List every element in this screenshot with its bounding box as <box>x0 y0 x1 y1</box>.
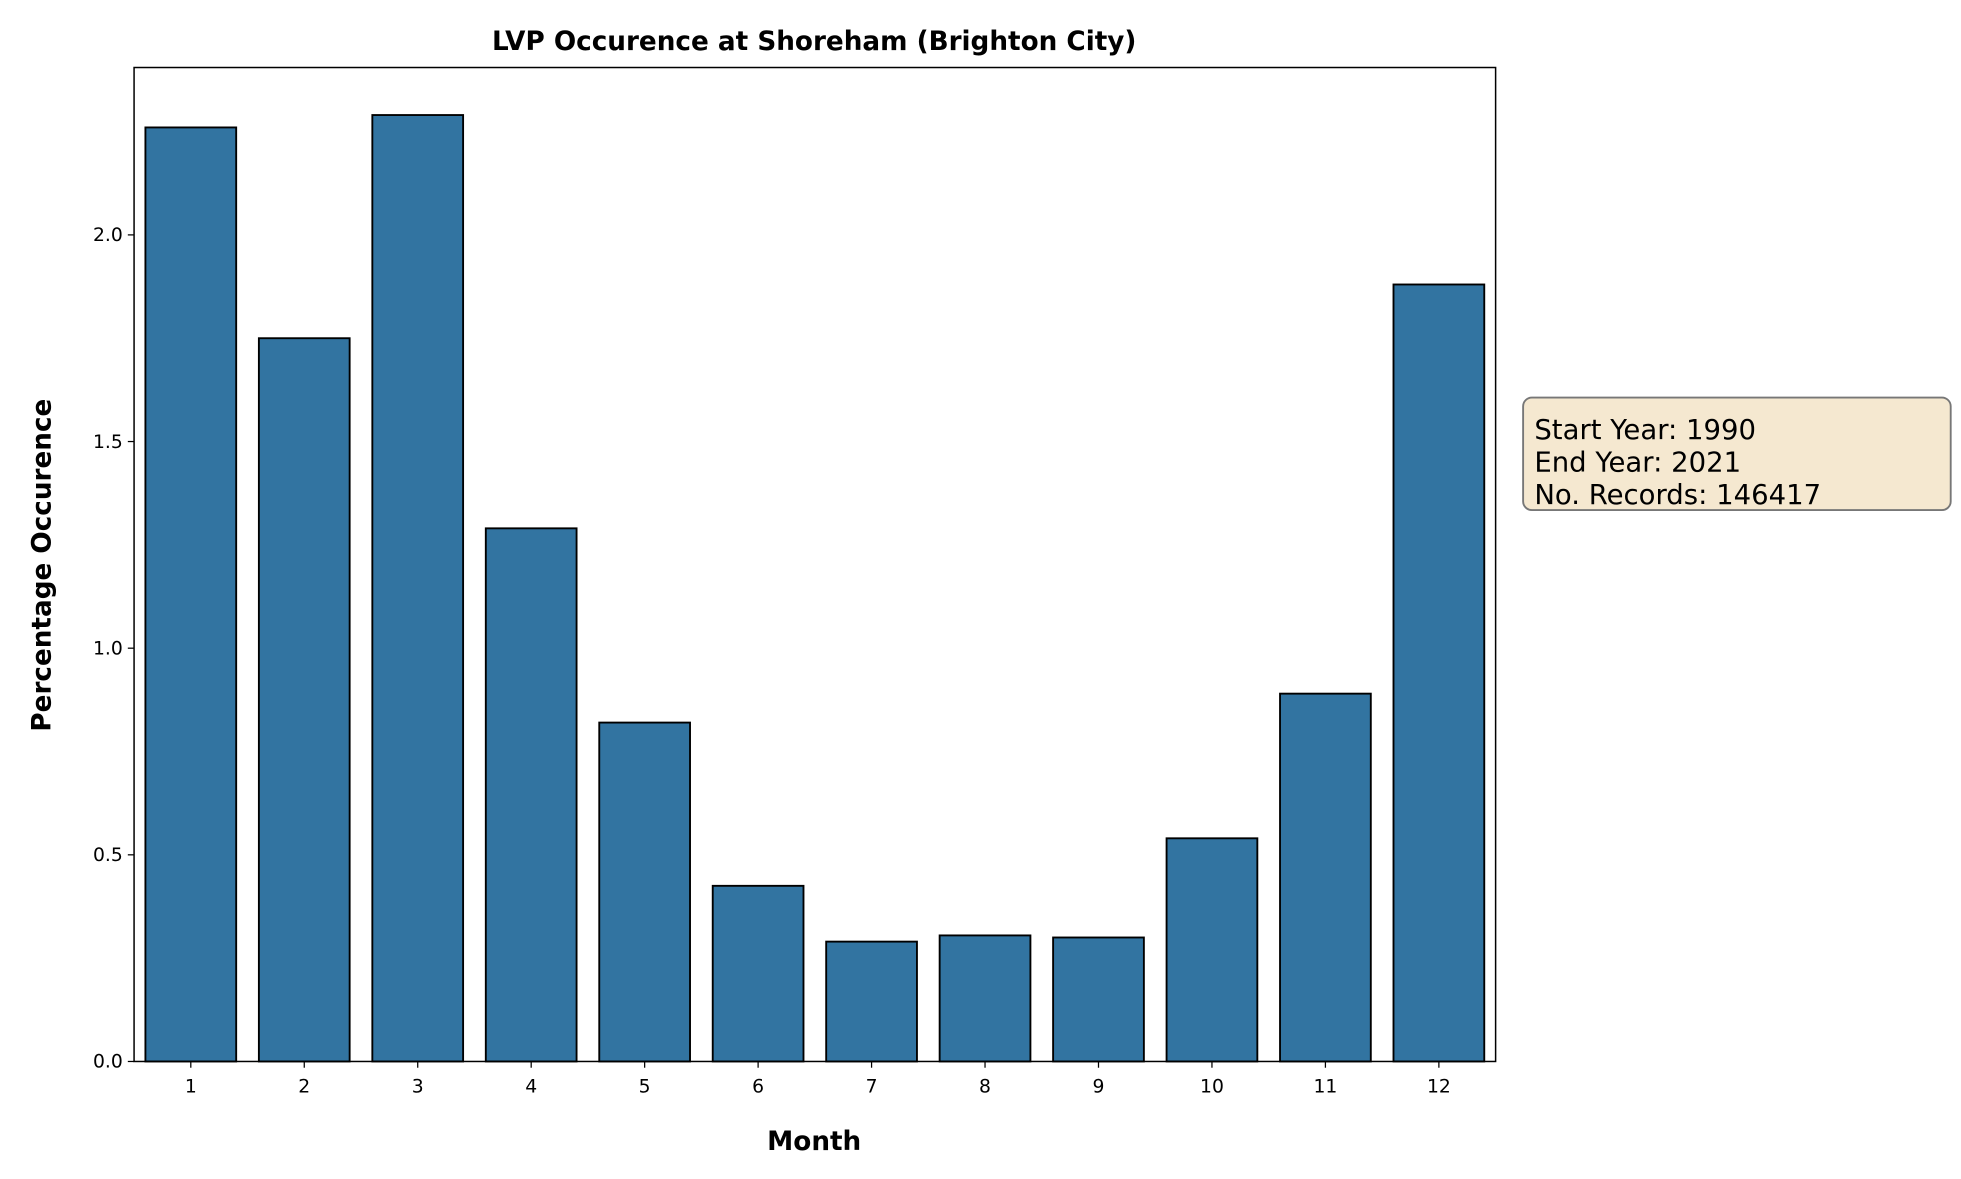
x-tick-label: 7 <box>866 1077 878 1098</box>
bar-month-4 <box>484 527 578 1063</box>
bar-month-1 <box>144 126 238 1063</box>
x-tick-label: 5 <box>639 1077 651 1098</box>
bar-month-7 <box>825 940 918 1063</box>
bar-month-6 <box>711 884 805 1063</box>
y-tick-label: 1.0 <box>93 638 123 659</box>
info-box: Start Year: 1990 End Year: 2021 No. Reco… <box>1522 396 1952 512</box>
x-tick-label: 2 <box>298 1077 310 1098</box>
x-tick-label: 11 <box>1313 1077 1337 1098</box>
info-box-background <box>1522 396 1952 512</box>
y-tick-label: 2.0 <box>93 225 123 246</box>
bar-month-5 <box>598 721 691 1063</box>
info-start-year: Start Year: 1990 <box>1534 414 1756 446</box>
chart-title: LVP Occurence at Shoreham (Brighton City… <box>492 27 1136 57</box>
bar-month-11 <box>1279 692 1372 1063</box>
plot-frame <box>133 66 1497 1063</box>
x-tick-label: 10 <box>1200 1077 1224 1098</box>
info-records: No. Records: 146417 <box>1534 479 1821 511</box>
y-tick-label: 0.0 <box>93 1052 123 1073</box>
y-axis-label: Percentage Occurence <box>27 399 57 732</box>
y-axis: 0.0 0.5 1.0 1.5 2.0 <box>93 225 135 1073</box>
bar-month-8 <box>938 934 1032 1063</box>
y-tick-label: 0.5 <box>93 845 123 866</box>
x-tick-label: 3 <box>412 1077 424 1098</box>
x-axis: 1 2 3 4 5 6 7 8 9 10 11 12 <box>185 1061 1451 1098</box>
x-tick-label: 9 <box>1093 1077 1105 1098</box>
x-tick-label: 6 <box>752 1077 764 1098</box>
x-tick-label: 8 <box>979 1077 991 1098</box>
bar-month-3 <box>371 114 465 1063</box>
y-tick-label: 1.5 <box>93 432 123 453</box>
bar-month-10 <box>1165 837 1259 1063</box>
bar-month-12 <box>1392 283 1486 1063</box>
x-tick-label: 4 <box>525 1077 537 1098</box>
x-tick-label: 12 <box>1427 1077 1451 1098</box>
info-end-year: End Year: 2021 <box>1534 446 1741 478</box>
bar-month-9 <box>1052 936 1145 1063</box>
x-axis-label: Month <box>767 1127 861 1157</box>
x-tick-label: 1 <box>185 1077 197 1098</box>
bars-group <box>144 114 1486 1063</box>
bar-month-2 <box>257 337 351 1063</box>
